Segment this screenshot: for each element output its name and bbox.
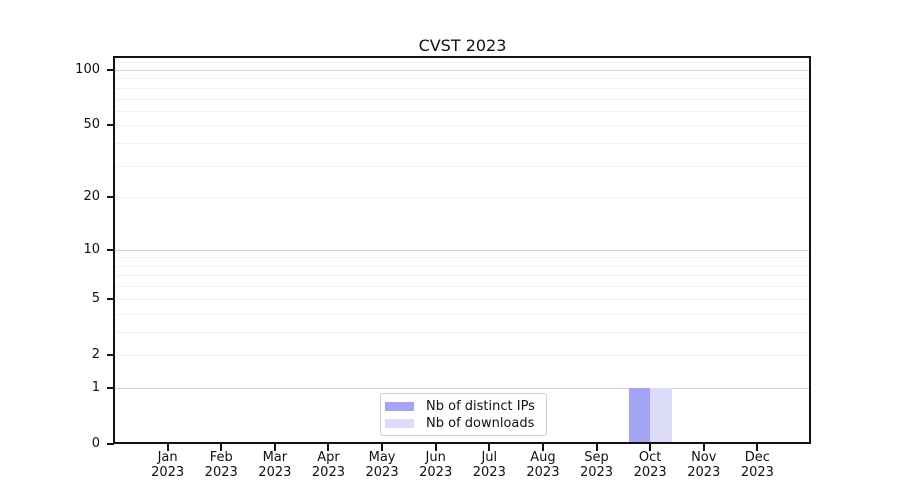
x-axis-tick xyxy=(327,444,330,451)
legend-swatch-icon xyxy=(385,419,414,428)
x-tick-label-year: 2023 xyxy=(419,465,453,480)
y-axis-tick-label: 5 xyxy=(91,290,100,306)
legend-item-label: Nb of downloads xyxy=(426,416,535,431)
x-tick-label-year: 2023 xyxy=(472,465,506,480)
bar xyxy=(650,387,672,444)
minor-gridline xyxy=(114,275,811,277)
x-tick-label-month: Sep xyxy=(584,450,609,465)
x-tick-label-month: Jul xyxy=(481,450,498,465)
minor-gridline xyxy=(114,265,811,267)
y-axis-tick xyxy=(107,297,114,300)
minor-gridline xyxy=(114,197,811,199)
legend-swatch-icon xyxy=(385,402,414,411)
chart-title: CVST 2023 xyxy=(418,36,507,55)
legend: Nb of distinct IPs Nb of downloads xyxy=(380,393,547,436)
x-tick-label-year: 2023 xyxy=(579,465,614,480)
x-axis-tick xyxy=(541,444,544,451)
x-axis-tick xyxy=(649,444,652,451)
y-axis-tick xyxy=(107,196,114,199)
x-axis-tick xyxy=(488,444,491,451)
x-tick-label-year: 2023 xyxy=(687,465,721,480)
x-axis-tick xyxy=(595,444,598,451)
major-gridline xyxy=(114,387,811,389)
x-axis-tick-label: May 2023 xyxy=(352,450,412,480)
x-tick-label-month: Mar xyxy=(262,450,288,465)
x-axis-tick-label: Dec 2023 xyxy=(727,450,787,480)
x-tick-label-month: Jun xyxy=(425,450,446,465)
minor-gridline xyxy=(114,331,811,333)
bar xyxy=(628,387,651,444)
major-gridline xyxy=(114,249,811,251)
x-axis-tick-label: Sep 2023 xyxy=(567,450,627,480)
x-tick-label-month: Nov xyxy=(691,450,717,465)
legend-item-label: Nb of distinct IPs xyxy=(426,399,535,414)
x-tick-label-month: Dec xyxy=(744,450,770,465)
minor-gridline xyxy=(114,62,811,64)
y-axis-tick-label: 1 xyxy=(91,379,100,395)
x-axis-tick-label: Aug 2023 xyxy=(513,450,573,480)
x-axis-tick xyxy=(434,444,437,451)
y-axis-tick xyxy=(107,443,114,445)
x-tick-label-month: May xyxy=(368,450,396,465)
x-axis-tick-label: Apr 2023 xyxy=(298,450,358,480)
x-tick-label-month: Apr xyxy=(317,450,340,465)
x-tick-label-month: Feb xyxy=(209,450,233,465)
y-axis-tick-label: 0 xyxy=(91,436,100,451)
x-axis-tick-label: Oct 2023 xyxy=(620,450,680,480)
x-tick-label-year: 2023 xyxy=(365,465,399,480)
x-axis-tick-label: Nov 2023 xyxy=(674,450,734,480)
minor-gridline xyxy=(114,313,811,315)
x-tick-label-year: 2023 xyxy=(526,465,560,480)
x-axis-tick-label: Jan 2023 xyxy=(138,450,198,480)
x-axis-tick-label: Jun 2023 xyxy=(406,450,466,480)
x-axis-tick xyxy=(273,444,276,451)
x-tick-label-month: Oct xyxy=(638,450,662,465)
x-axis-tick xyxy=(702,444,705,451)
x-tick-label-year: 2023 xyxy=(740,465,774,480)
x-axis-tick-label: Feb 2023 xyxy=(191,450,251,480)
minor-gridline xyxy=(114,165,811,167)
minor-gridline xyxy=(114,98,811,100)
x-axis-tick-label: Mar 2023 xyxy=(245,450,305,480)
minor-gridline xyxy=(114,298,811,300)
minor-gridline xyxy=(114,143,811,145)
minor-gridline xyxy=(114,110,811,112)
x-tick-label-month: Jan xyxy=(157,450,178,465)
y-axis-tick xyxy=(107,69,114,71)
minor-gridline xyxy=(114,354,811,356)
legend-item[interactable]: Nb of downloads xyxy=(381,415,546,432)
y-axis-tick-label: 10 xyxy=(83,241,100,257)
minor-gridline xyxy=(114,257,811,259)
x-axis-tick xyxy=(220,444,223,451)
x-tick-label-year: 2023 xyxy=(151,465,185,480)
major-gridline xyxy=(114,70,811,71)
y-axis-tick-label: 2 xyxy=(91,346,100,362)
y-axis-tick-label: 100 xyxy=(75,62,100,77)
x-axis-tick xyxy=(381,444,384,451)
x-tick-label-year: 2023 xyxy=(311,465,345,480)
x-tick-label-year: 2023 xyxy=(258,465,292,480)
x-axis-tick xyxy=(166,444,169,451)
legend-item[interactable]: Nb of distinct IPs xyxy=(381,398,546,415)
x-tick-label-year: 2023 xyxy=(204,465,238,480)
y-axis-tick xyxy=(107,248,114,251)
minor-gridline xyxy=(114,87,811,89)
minor-gridline xyxy=(114,78,811,80)
minor-gridline xyxy=(114,286,811,288)
y-axis-tick-label: 50 xyxy=(83,117,100,133)
x-axis-tick xyxy=(756,444,759,451)
x-tick-label-month: Aug xyxy=(530,450,556,465)
y-axis-tick xyxy=(107,386,114,389)
x-axis-tick-label: Jul 2023 xyxy=(459,450,519,480)
x-tick-label-year: 2023 xyxy=(633,465,667,480)
minor-gridline xyxy=(114,125,811,127)
y-axis-tick xyxy=(107,124,114,127)
y-axis-tick xyxy=(107,353,114,356)
y-axis-tick-label: 20 xyxy=(83,189,100,205)
